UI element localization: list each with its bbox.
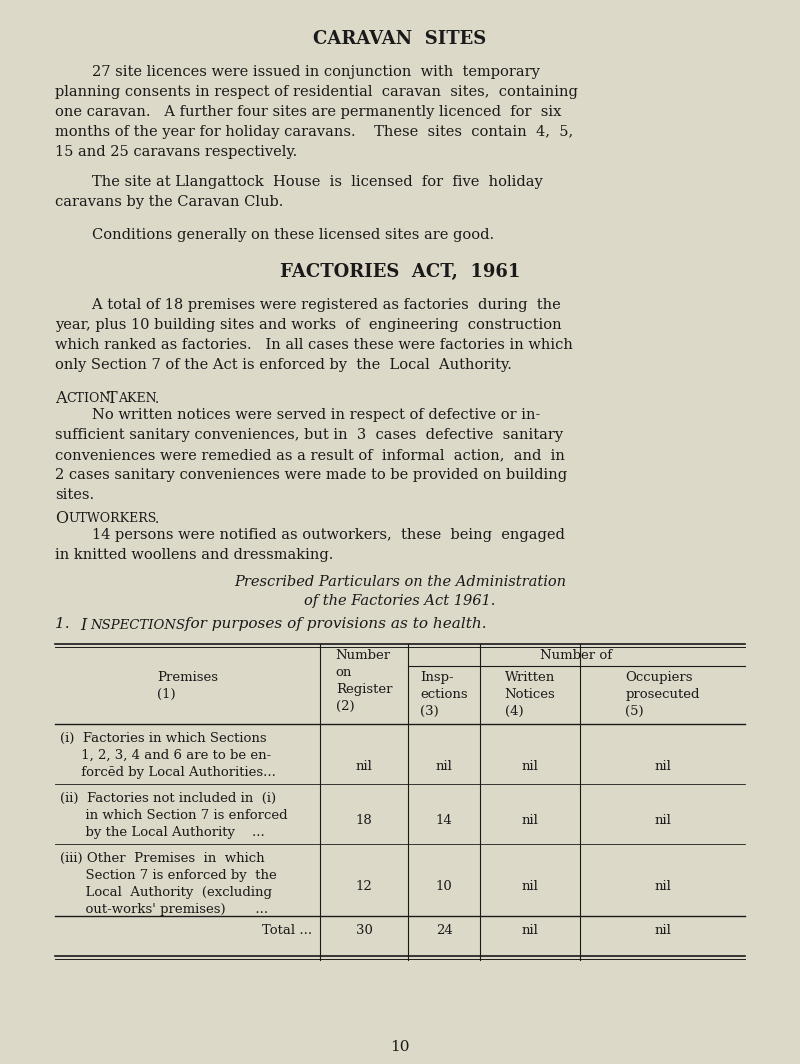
Text: 10: 10: [390, 1040, 410, 1054]
Text: nil: nil: [522, 924, 538, 937]
Text: Number
on
Register
(2): Number on Register (2): [336, 649, 392, 713]
Text: FACTORIES  ACT,  1961: FACTORIES ACT, 1961: [280, 263, 520, 281]
Text: CARAVAN  SITES: CARAVAN SITES: [314, 30, 486, 48]
Text: 14: 14: [436, 814, 452, 827]
Text: for purposes of provisions as to health.: for purposes of provisions as to health.: [180, 617, 486, 631]
Text: Written
Notices
(4): Written Notices (4): [505, 671, 555, 718]
Text: .: .: [155, 512, 159, 526]
Text: T: T: [107, 390, 118, 408]
Text: 18: 18: [356, 814, 372, 827]
Text: UTWORKERS: UTWORKERS: [68, 512, 156, 525]
Text: nil: nil: [522, 814, 538, 827]
Text: of the Factories Act 1961.: of the Factories Act 1961.: [304, 594, 496, 608]
Text: The site at Llangattock  House  is  licensed  for  five  holiday
caravans by the: The site at Llangattock House is license…: [55, 174, 542, 209]
Text: NSPECTIONS: NSPECTIONS: [90, 619, 185, 632]
Text: (ii)  Factories not included in  (i)
      in which Section 7 is enforced
      : (ii) Factories not included in (i) in wh…: [60, 792, 288, 839]
Text: 1.: 1.: [55, 617, 79, 631]
Text: (iii) Other  Premises  in  which
      Section 7 is enforced by  the
      Local: (iii) Other Premises in which Section 7 …: [60, 852, 277, 916]
Text: nil: nil: [654, 880, 671, 893]
Text: CTION: CTION: [66, 392, 110, 405]
Text: 30: 30: [355, 924, 373, 937]
Text: nil: nil: [654, 924, 671, 937]
Text: Number of: Number of: [541, 649, 613, 662]
Text: nil: nil: [355, 760, 373, 774]
Text: 14 persons were notified as outworkers,  these  being  engaged
in knitted woolle: 14 persons were notified as outworkers, …: [55, 528, 565, 562]
Text: 27 site licences were issued in conjunction  with  temporary
planning consents i: 27 site licences were issued in conjunct…: [55, 65, 578, 160]
Text: Total ...: Total ...: [262, 924, 312, 937]
Text: A: A: [55, 390, 66, 408]
Text: Occupiers
prosecuted
(5): Occupiers prosecuted (5): [626, 671, 700, 718]
Text: Insp-
ections
(3): Insp- ections (3): [420, 671, 468, 718]
Text: nil: nil: [654, 760, 671, 774]
Text: I: I: [80, 617, 86, 634]
Text: (i)  Factories in which Sections
     1, 2, 3, 4 and 6 are to be en-
     forcēd: (i) Factories in which Sections 1, 2, 3,…: [60, 732, 276, 779]
Text: 12: 12: [356, 880, 372, 893]
Text: O: O: [55, 510, 68, 527]
Text: nil: nil: [654, 814, 671, 827]
Text: 24: 24: [436, 924, 452, 937]
Text: nil: nil: [522, 880, 538, 893]
Text: .: .: [155, 392, 159, 406]
Text: No written notices were served in respect of defective or in-
sufficient sanitar: No written notices were served in respec…: [55, 408, 567, 502]
Text: A total of 18 premises were registered as factories  during  the
year, plus 10 b: A total of 18 premises were registered a…: [55, 298, 573, 372]
Text: AKEN: AKEN: [118, 392, 157, 405]
Text: Conditions generally on these licensed sites are good.: Conditions generally on these licensed s…: [55, 228, 494, 242]
Text: 10: 10: [436, 880, 452, 893]
Text: Prescribed Particulars on the Administration: Prescribed Particulars on the Administra…: [234, 575, 566, 589]
Text: Premises
(1): Premises (1): [157, 671, 218, 701]
Text: nil: nil: [522, 760, 538, 774]
Text: nil: nil: [435, 760, 453, 774]
